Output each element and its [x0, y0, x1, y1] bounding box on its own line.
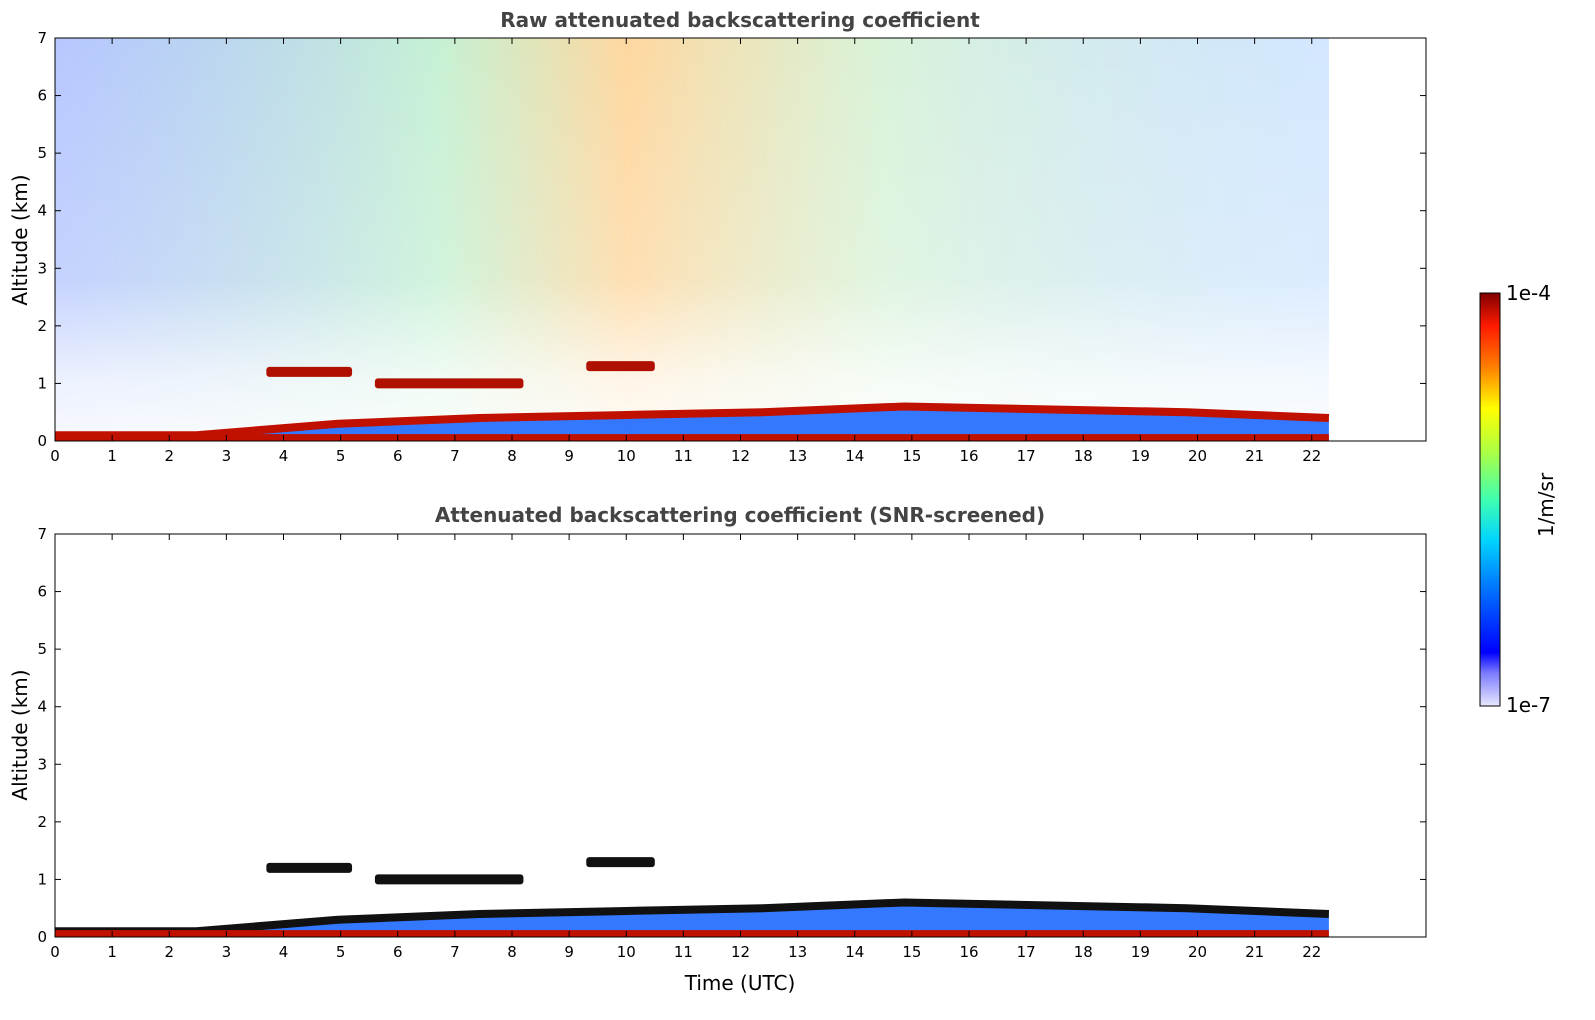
colorbar-gradient: [1479, 292, 1501, 707]
elevated-aerosol-layer: [586, 857, 655, 868]
y-tick-label: 7: [37, 525, 47, 543]
x-tick-label: 9: [564, 943, 574, 961]
x-tick-label: 13: [788, 447, 807, 465]
boundary-layer-band: [55, 406, 1329, 441]
y-tick-label: 1: [37, 374, 47, 392]
x-tick-label: 3: [222, 447, 232, 465]
surface-layer: [55, 434, 1329, 441]
x-tick-label: 2: [164, 447, 174, 465]
y-tick-label: 4: [37, 202, 47, 220]
x-tick-label: 7: [450, 943, 460, 961]
x-tick-label: 22: [1302, 943, 1321, 961]
y-tick-label: 6: [37, 583, 47, 601]
x-axis-label: Time (UTC): [684, 971, 796, 995]
snr-screened-panel: Attenuated backscattering coefficient (S…: [8, 503, 1427, 995]
y-axis-label: Altitude (km): [8, 174, 32, 305]
chart-title: Raw attenuated backscattering coefficien…: [500, 8, 980, 32]
x-tick-label: 21: [1245, 447, 1264, 465]
x-tick-label: 16: [959, 943, 978, 961]
y-tick-label: 2: [37, 813, 47, 831]
x-tick-label: 6: [393, 447, 403, 465]
x-tick-label: 8: [507, 943, 517, 961]
x-tick-label: 0: [50, 943, 60, 961]
x-tick-label: 4: [279, 943, 289, 961]
heatmap-area: [55, 857, 1330, 937]
noise-fade: [55, 38, 1329, 441]
elevated-aerosol-layer: [266, 862, 353, 873]
y-tick-label: 0: [37, 928, 47, 946]
x-tick-label: 10: [617, 943, 636, 961]
x-axis: 0 1 2 3 4 5 6 7 8 9 10 11 12 13 14 15 16 17 18 19 20 21 22: [50, 534, 1321, 961]
y-axis: 0 1 2 3 4 5 6 7: [37, 525, 1426, 946]
boundary-layer-top: [55, 898, 1330, 936]
colorbar-unit-label: 1/m/sr: [1534, 472, 1558, 537]
x-tick-label: 9: [564, 447, 574, 465]
colorbar: 1e-4 1e-7 1/m/sr: [1479, 281, 1558, 717]
x-tick-label: 18: [1074, 943, 1093, 961]
x-tick-label: 10: [617, 447, 636, 465]
elevated-aerosol-layer: [374, 874, 524, 885]
aerosol-layers: [55, 361, 1330, 441]
x-tick-label: 14: [845, 943, 864, 961]
x-tick-label: 12: [731, 447, 750, 465]
elevated-aerosol-layer: [586, 361, 655, 372]
x-tick-label: 17: [1017, 447, 1036, 465]
boundary-layer-band: [55, 902, 1329, 937]
x-tick-label: 19: [1131, 447, 1150, 465]
colorbar-max-label: 1e-4: [1506, 281, 1551, 305]
x-tick-label: 4: [279, 447, 289, 465]
x-tick-label: 15: [902, 447, 921, 465]
y-tick-label: 1: [37, 870, 47, 888]
x-tick-label: 1: [107, 447, 117, 465]
plot-frame: [54, 533, 1427, 938]
x-tick-label: 22: [1302, 447, 1321, 465]
y-tick-label: 6: [37, 87, 47, 105]
x-tick-label: 6: [393, 943, 403, 961]
x-tick-label: 8: [507, 447, 517, 465]
surface-layer: [55, 930, 1329, 937]
x-tick-label: 1: [107, 943, 117, 961]
x-tick-label: 19: [1131, 943, 1150, 961]
y-axis-label: Altitude (km): [8, 669, 32, 800]
y-tick-label: 0: [37, 432, 47, 450]
x-tick-label: 12: [731, 943, 750, 961]
elevated-aerosol-layer: [266, 366, 353, 377]
x-tick-label: 17: [1017, 943, 1036, 961]
x-tick-label: 5: [336, 447, 346, 465]
x-tick-label: 20: [1188, 943, 1207, 961]
chart-title: Attenuated backscattering coefficient (S…: [435, 503, 1045, 527]
x-tick-label: 15: [902, 943, 921, 961]
x-tick-label: 0: [50, 447, 60, 465]
x-tick-label: 2: [164, 943, 174, 961]
aerosol-layers: [55, 857, 1330, 937]
x-tick-label: 11: [674, 943, 693, 961]
boundary-layer-top: [55, 402, 1330, 440]
y-tick-label: 5: [37, 640, 47, 658]
raw-backscatter-panel: Raw attenuated backscattering coefficien…: [8, 8, 1427, 465]
x-tick-label: 16: [959, 447, 978, 465]
elevated-aerosol-layer: [374, 378, 524, 389]
x-tick-label: 14: [845, 447, 864, 465]
colorbar-min-label: 1e-7: [1506, 693, 1551, 717]
x-tick-label: 3: [222, 943, 232, 961]
y-axis: 0 1 2 3 4 5 6 7: [37, 29, 1426, 450]
y-tick-label: 7: [37, 29, 47, 47]
y-tick-label: 2: [37, 317, 47, 335]
x-tick-label: 7: [450, 447, 460, 465]
y-tick-label: 5: [37, 144, 47, 162]
y-tick-label: 4: [37, 698, 47, 716]
x-tick-label: 20: [1188, 447, 1207, 465]
heatmap-area: [55, 38, 1330, 441]
x-tick-label: 13: [788, 943, 807, 961]
y-tick-label: 3: [37, 755, 47, 773]
x-axis: 0 1 2 3 4 5 6 7 8 9 10 11 12 13 14 15 16 17 18 19 20 21 22: [50, 38, 1321, 465]
x-tick-label: 18: [1074, 447, 1093, 465]
x-tick-label: 21: [1245, 943, 1264, 961]
x-tick-label: 5: [336, 943, 346, 961]
x-tick-label: 11: [674, 447, 693, 465]
y-tick-label: 3: [37, 259, 47, 277]
